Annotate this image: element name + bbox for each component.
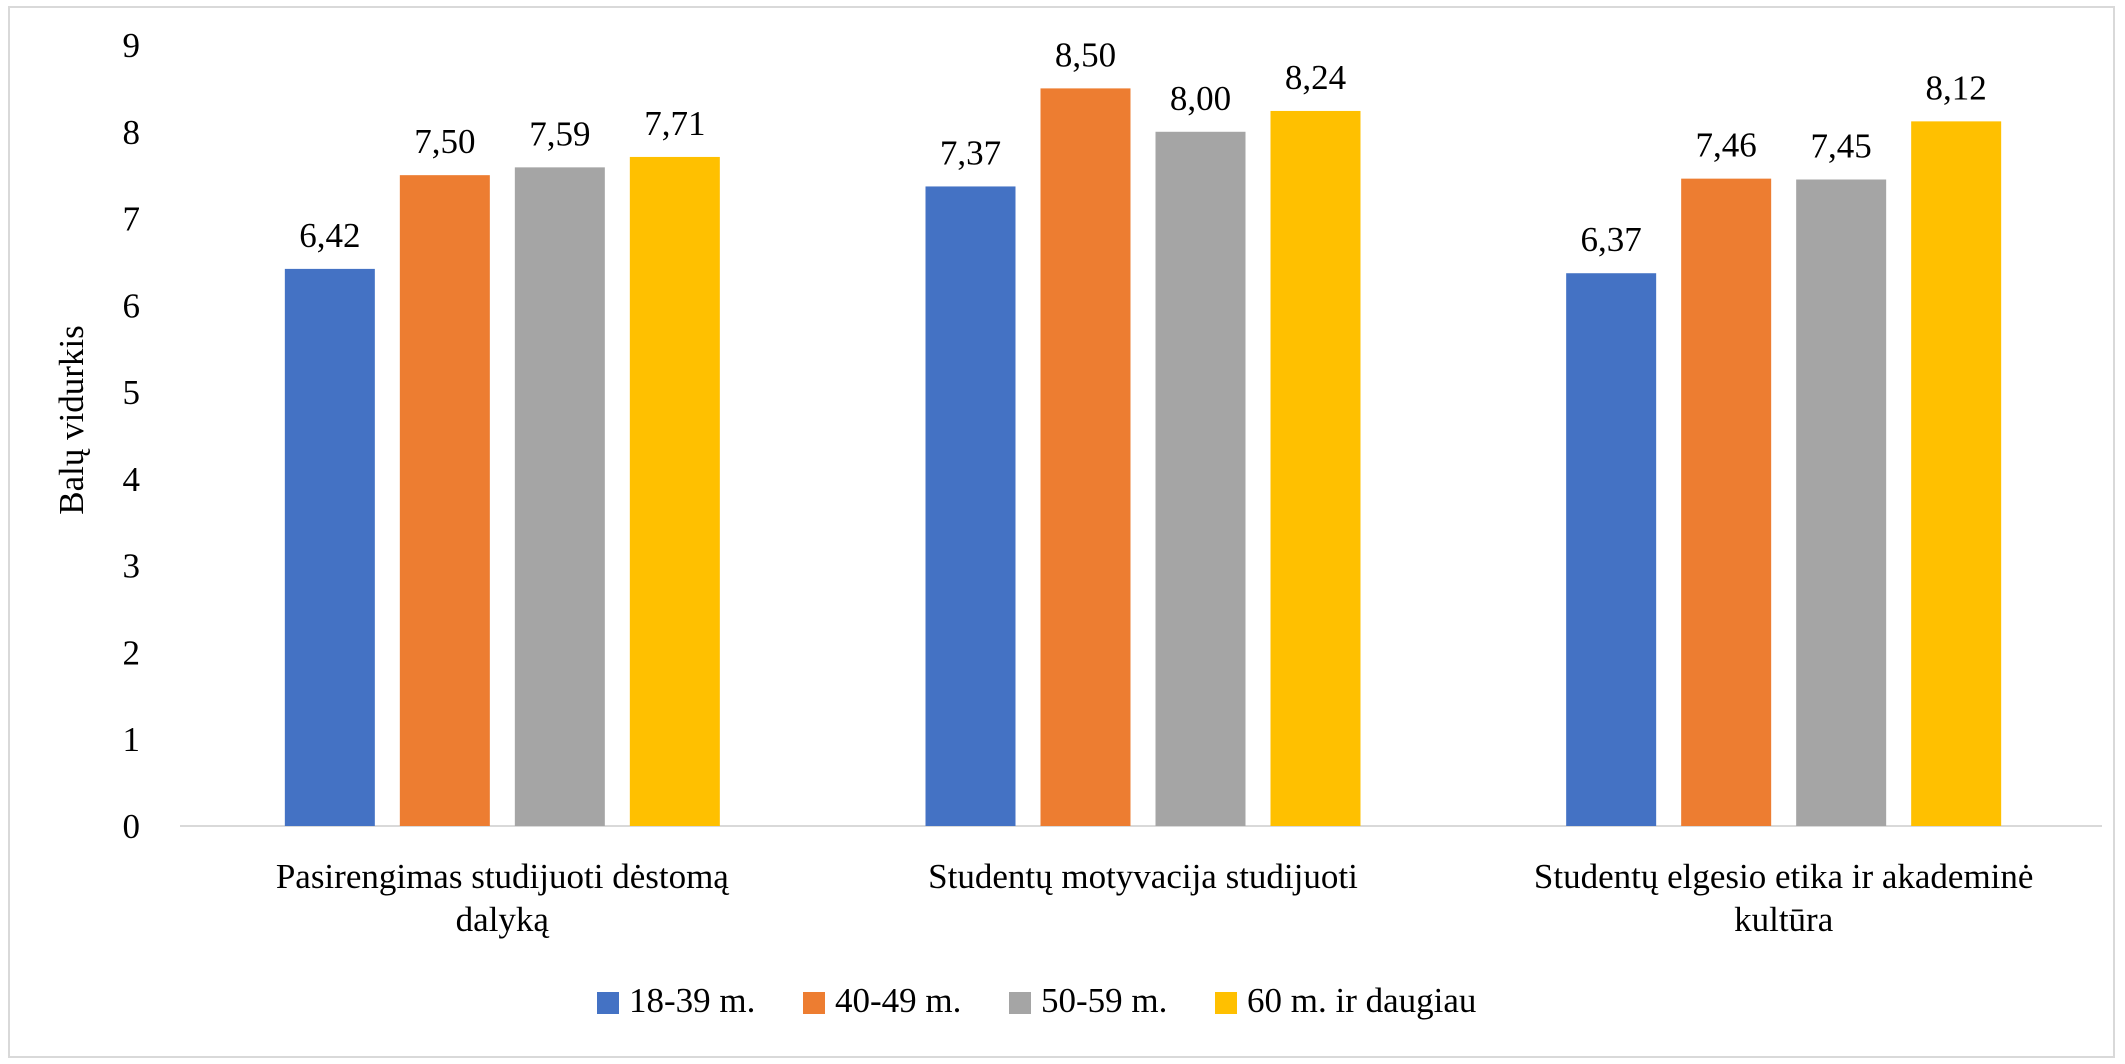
bars	[284, 88, 2002, 827]
bar	[1155, 131, 1246, 826]
y-tick-label: 2	[123, 633, 141, 672]
y-tick-label: 4	[123, 460, 141, 499]
data-label: 6,42	[299, 216, 360, 255]
bar	[1681, 178, 1772, 827]
y-axis-title: Balų vidurkis	[52, 325, 91, 515]
data-label: 8,12	[1926, 68, 1987, 107]
data-label: 7,59	[529, 114, 590, 153]
data-label: 8,24	[1285, 58, 1346, 97]
y-tick-label: 8	[123, 113, 141, 152]
bar	[514, 167, 605, 826]
data-label: 7,37	[940, 133, 1001, 172]
category-label: Studentų elgesio etika ir akademinė	[1534, 857, 2034, 896]
data-label: 6,37	[1581, 220, 1642, 259]
data-label: 8,00	[1170, 79, 1231, 118]
bar	[399, 175, 490, 826]
y-tick-label: 3	[123, 547, 141, 586]
legend-swatch	[1009, 992, 1031, 1014]
data-labels: 6,42 7,50 7,59 7,71 7,37 8,50 8,00 8,24 6,37 7,46…	[299, 35, 1987, 259]
y-tick-label: 0	[123, 807, 141, 846]
data-label: 8,50	[1055, 35, 1116, 74]
category-label: Studentų motyvacija studijuoti	[928, 857, 1358, 896]
bar	[1566, 273, 1657, 826]
category-label: dalyką	[456, 900, 550, 939]
y-tick-label: 9	[123, 26, 141, 65]
bar	[925, 186, 1016, 827]
data-label: 7,50	[414, 122, 475, 161]
y-tick-label: 5	[123, 373, 141, 412]
data-label: 7,71	[644, 104, 705, 143]
bar	[1796, 179, 1887, 826]
data-label: 7,45	[1811, 127, 1872, 166]
bar	[1270, 110, 1361, 826]
legend-label: 50-59 m.	[1041, 981, 1167, 1020]
y-axis: 0 1 2 3 4 5 6 7 8 9	[123, 26, 2102, 846]
category-label: Pasirengimas studijuoti dėstomą	[276, 857, 729, 896]
legend-label: 60 m. ir daugiau	[1247, 981, 1476, 1020]
legend-label: 18-39 m.	[629, 981, 755, 1020]
bar	[629, 156, 720, 826]
category-label: kultūra	[1734, 900, 1834, 939]
legend-swatch	[803, 992, 825, 1014]
legend-swatch	[1215, 992, 1237, 1014]
legend-swatch	[597, 992, 619, 1014]
legend-label: 40-49 m.	[835, 981, 961, 1020]
bar	[1040, 88, 1131, 826]
y-tick-label: 1	[123, 720, 141, 759]
y-tick-label: 6	[123, 286, 141, 325]
bar	[284, 268, 375, 826]
bar	[1911, 121, 2002, 826]
category-labels: Pasirengimas studijuoti dėstomą dalyką Stu…	[276, 857, 2034, 939]
y-tick-label: 7	[123, 200, 141, 239]
data-label: 7,46	[1696, 126, 1757, 165]
legend: 18-39 m. 40-49 m. 50-59 m. 60 m. ir daugiau	[597, 981, 1476, 1020]
